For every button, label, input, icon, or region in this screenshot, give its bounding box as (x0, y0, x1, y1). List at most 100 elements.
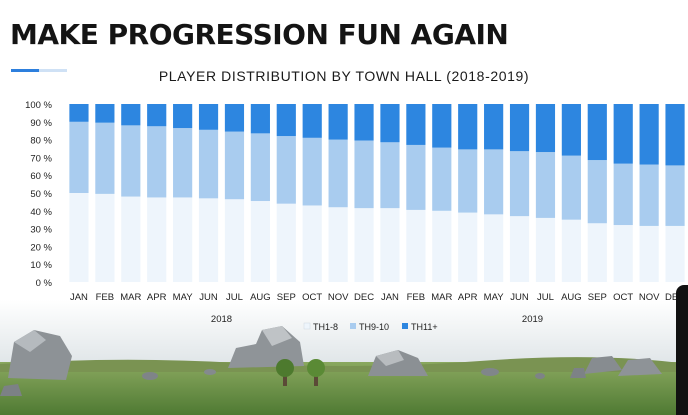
bar-segment-th1-8 (639, 225, 659, 282)
tree-left (276, 359, 294, 386)
bar-segment-th9-10 (95, 122, 115, 194)
bars-group (69, 104, 685, 282)
x-tick-label: JAN (381, 292, 399, 303)
legend: TH1-8 TH9-10 TH11+ (303, 322, 438, 332)
x-tick-label: JUN (199, 292, 218, 303)
rocks-right (570, 356, 662, 378)
bar-segment-th1-8 (173, 197, 193, 282)
year-labels: 2018 2019 (211, 314, 543, 325)
bar-segment-th11- (147, 104, 167, 127)
bar-segment-th9-10 (250, 133, 270, 202)
y-tick-label: 0 % (36, 278, 53, 289)
bar-segment-th11- (276, 104, 296, 137)
bar-segment-th11- (69, 104, 89, 122)
bar-segment-th1-8 (458, 212, 478, 282)
bar-segment-th1-8 (509, 216, 530, 282)
bar-segment-th11- (613, 104, 633, 164)
y-axis: 0 % 10 % 20 % 30 % 40 % 50 % 60 % 70 % 80 % 90 % 1… (25, 100, 52, 289)
bar-segment-th1-8 (613, 225, 633, 282)
bar-segment-th9-10 (198, 129, 219, 199)
bar-segment-th1-8 (561, 219, 581, 282)
bar-segment-th1-8 (432, 210, 452, 282)
bar-segment-th9-10 (380, 142, 400, 209)
bar-segment-th11- (302, 104, 322, 138)
x-tick-label: MAY (484, 292, 505, 303)
y-tick-label: 10 % (30, 260, 52, 271)
bar-segment-th9-10 (458, 149, 478, 213)
x-tick-label: JAN (70, 292, 88, 303)
bar-segment-th9-10 (509, 151, 530, 217)
bar-segment-th11- (509, 104, 530, 152)
x-tick-label: APR (458, 292, 478, 303)
bar-segment-th9-10 (432, 147, 452, 211)
y-tick-label: 20 % (30, 242, 52, 253)
bar-segment-th9-10 (665, 165, 685, 226)
year-label: 2019 (522, 314, 543, 325)
x-tick-label: AUG (250, 292, 271, 303)
x-tick-label: DEC (665, 292, 685, 303)
x-tick-label: FEB (407, 292, 425, 303)
bar-segment-th1-8 (484, 214, 504, 282)
pebbles (142, 368, 545, 380)
bar-segment-th1-8 (354, 208, 374, 282)
bar-segment-th9-10 (276, 136, 296, 204)
bar-segment-th11- (665, 104, 685, 166)
rock-center (228, 326, 304, 368)
presenter-silhouette (676, 285, 688, 415)
x-tick-label: FEB (96, 292, 114, 303)
x-tick-label: OCT (613, 292, 633, 303)
rock-mid-right (368, 350, 428, 376)
bar-segment-th11- (561, 104, 581, 156)
legend-label: TH9-10 (359, 322, 389, 332)
bar-segment-th1-8 (95, 193, 115, 282)
y-tick-label: 50 % (30, 189, 52, 200)
bar-segment-th11- (95, 104, 115, 123)
x-tick-label: MAR (431, 292, 452, 303)
legend-item: TH9-10 (350, 322, 389, 332)
tree-right (307, 359, 325, 386)
bar-segment-th11- (198, 104, 219, 130)
bar-segment-th9-10 (224, 131, 245, 200)
bar-segment-th11- (587, 104, 607, 161)
x-tick-label: MAR (120, 292, 141, 303)
bar-segment-th9-10 (173, 128, 193, 198)
bar-segment-th9-10 (302, 137, 322, 206)
bar-segment-th11- (458, 104, 478, 150)
y-tick-label: 70 % (30, 153, 52, 164)
bar-segment-th1-8 (587, 223, 607, 282)
chart-title: PLAYER DISTRIBUTION BY TOWN HALL (2018-2… (158, 68, 530, 84)
legend-swatch (303, 322, 311, 330)
y-tick-label: 100 % (25, 100, 52, 111)
y-tick-label: 80 % (30, 136, 52, 147)
legend-item: TH1-8 (303, 322, 338, 332)
bar-segment-th1-8 (406, 209, 426, 282)
slide-title: MAKE PROGRESSION FUN AGAIN (10, 18, 509, 51)
x-tick-label: DEC (354, 292, 374, 303)
bar-segment-th1-8 (302, 205, 322, 282)
bar-segment-th11- (535, 104, 556, 153)
bar-segment-th9-10 (69, 121, 89, 193)
bar-segment-th9-10 (484, 149, 504, 215)
legend-swatch (402, 323, 408, 329)
bar-segment-th11- (250, 104, 270, 134)
bar-segment-th11- (432, 104, 452, 148)
bar-segment-th11- (484, 104, 504, 150)
bar-segment-th1-8 (276, 203, 296, 282)
year-label: 2018 (211, 314, 232, 325)
bar-segment-th1-8 (250, 201, 270, 282)
grass-edge (0, 357, 688, 372)
legend-label: TH11+ (411, 322, 438, 332)
bar-segment-th1-8 (147, 197, 167, 282)
rock-left (8, 330, 72, 380)
x-tick-label: NOV (328, 292, 349, 303)
bar-segment-th1-8 (198, 198, 219, 282)
bar-segment-th11- (173, 104, 193, 129)
x-tick-label: SEP (277, 292, 296, 303)
bar-segment-th11- (406, 104, 426, 145)
bar-segment-th1-8 (328, 207, 348, 282)
x-tick-label: JUL (537, 292, 554, 303)
bar-segment-th9-10 (147, 126, 167, 198)
bar-segment-th9-10 (328, 139, 348, 208)
